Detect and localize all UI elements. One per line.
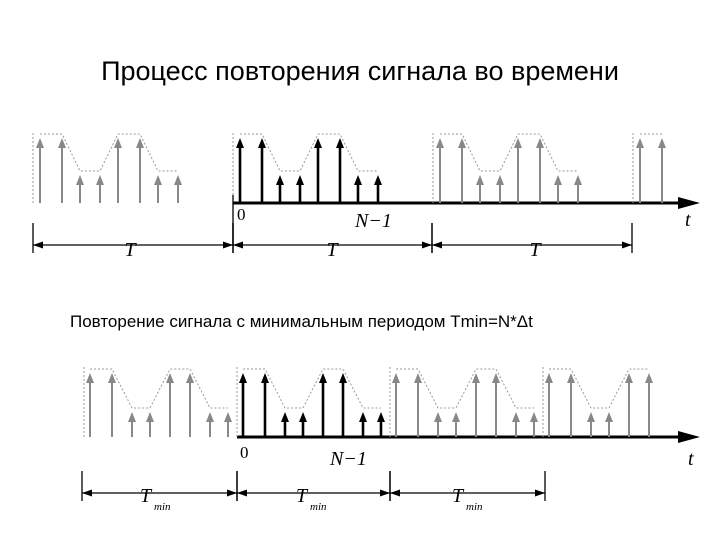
arrow-head (554, 175, 562, 185)
arrow-head (374, 175, 382, 185)
arrow-head (359, 412, 367, 422)
arrow-head (535, 489, 545, 497)
arrow-head (380, 489, 390, 497)
arrow-head (422, 241, 432, 249)
arrow-head (476, 175, 484, 185)
arrow-head (261, 373, 269, 383)
arrow-head (296, 175, 304, 185)
arrow-head (128, 412, 136, 422)
arrow-head (339, 373, 347, 383)
envelope (396, 368, 534, 409)
arrow-head (146, 412, 154, 422)
arrow-head (206, 412, 214, 422)
arrow-head (658, 138, 666, 148)
arrow-head (281, 412, 289, 422)
arrow-head (472, 373, 480, 383)
arrow-head (625, 373, 633, 383)
period-label: T min (296, 485, 327, 513)
arrow-head (377, 412, 385, 422)
period-label: T min (140, 485, 171, 513)
arrow-head (432, 241, 442, 249)
title: Процесс повторения сигнала во времени (101, 56, 619, 86)
arrow-head (545, 373, 553, 383)
arrow-head (224, 412, 232, 422)
arrow-head (276, 175, 284, 185)
origin-label: 0 (240, 443, 249, 462)
arrow-head (512, 412, 520, 422)
envelope (243, 368, 381, 409)
arrow-head (536, 138, 544, 148)
arrow-head (492, 373, 500, 383)
arrow-head (58, 138, 66, 148)
arrow-head (36, 138, 44, 148)
arrow-head (336, 138, 344, 148)
arrow-head (33, 241, 43, 249)
caption: Повторение сигнала с минимальным периодо… (70, 312, 533, 331)
arrow-head (82, 489, 92, 497)
period-label: T (529, 239, 542, 261)
arrow-head (108, 373, 116, 383)
period-sub: min (154, 501, 171, 513)
envelope (90, 368, 228, 409)
arrow-head (136, 138, 144, 148)
arrow-head (354, 175, 362, 185)
axis-head (678, 197, 700, 209)
envelope (240, 133, 378, 172)
period-base: T (140, 485, 153, 507)
arrow-head (76, 175, 84, 185)
arrow-head (174, 175, 182, 185)
arrow-head (414, 373, 422, 383)
arrow-head (458, 138, 466, 148)
arrow-head (227, 489, 237, 497)
arrow-head (233, 241, 243, 249)
period-base: T (296, 485, 309, 507)
period-label: T (326, 239, 339, 261)
arrow-head (605, 412, 613, 422)
arrow-head (237, 489, 247, 497)
arrow-head (434, 412, 442, 422)
axis-head (678, 431, 700, 443)
envelope (40, 133, 178, 172)
arrow-head (392, 373, 400, 383)
arrow-head (390, 489, 400, 497)
axis-label: t (685, 209, 691, 231)
arrow-head (258, 138, 266, 148)
axis-label: t (688, 448, 694, 470)
arrow-head (587, 412, 595, 422)
arrow-head (314, 138, 322, 148)
last-label: N−1 (329, 448, 367, 470)
arrow-head (436, 138, 444, 148)
arrow-head (514, 138, 522, 148)
arrow-head (496, 175, 504, 185)
arrow-head (319, 373, 327, 383)
arrow-head (186, 373, 194, 383)
period-label: T min (452, 485, 483, 513)
arrow-head (154, 175, 162, 185)
arrow-head (567, 373, 575, 383)
arrow-head (622, 241, 632, 249)
last-label: N−1 (354, 210, 392, 232)
arrow-head (452, 412, 460, 422)
arrow-head (166, 373, 174, 383)
arrow-head (96, 175, 104, 185)
arrow-head (530, 412, 538, 422)
arrow-head (636, 138, 644, 148)
period-sub: min (466, 501, 483, 513)
arrow-head (114, 138, 122, 148)
period-base: T (452, 485, 465, 507)
arrow-head (299, 412, 307, 422)
envelope (549, 368, 649, 409)
period-sub: min (310, 501, 327, 513)
arrow-head (574, 175, 582, 185)
origin-label: 0 (237, 205, 246, 224)
arrow-head (645, 373, 653, 383)
arrow-head (223, 241, 233, 249)
envelope (440, 133, 578, 172)
period-label: T (124, 239, 137, 261)
arrow-head (239, 373, 247, 383)
arrow-head (86, 373, 94, 383)
arrow-head (236, 138, 244, 148)
